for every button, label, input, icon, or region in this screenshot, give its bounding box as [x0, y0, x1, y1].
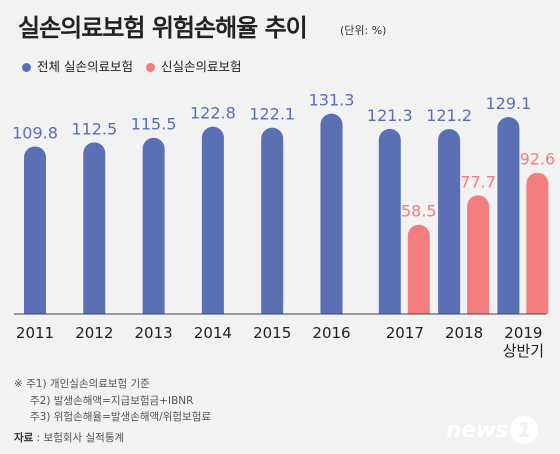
legend-dot-new	[146, 63, 155, 72]
news1-logo: news 1	[446, 416, 538, 444]
x-tick-label-7: 2018	[445, 324, 483, 342]
source-note: 자료 : 보험회사 실적통계	[14, 430, 124, 445]
data-label-new-6: 58.5	[401, 202, 437, 221]
bar-total-1	[83, 142, 106, 314]
bar-chart: 109.8 2011 112.5 2012 115.5 2013 122.8 2014 122.…	[12, 91, 556, 360]
bar-new-7	[467, 195, 490, 314]
legend-label-total: 전체 실손의료보험	[37, 59, 133, 74]
data-label-total-6: 121.3	[367, 106, 413, 125]
bar-total-5	[320, 113, 343, 314]
bar-new-8	[526, 172, 549, 314]
data-label-total-4: 122.1	[249, 105, 295, 124]
x-tick-label-8: 2019	[504, 324, 542, 342]
bar-total-0	[24, 146, 46, 314]
data-label-total-5: 131.3	[309, 91, 355, 110]
data-label-total-1: 112.5	[71, 119, 117, 138]
unit-label: (단위: %)	[340, 24, 387, 37]
x-tick-label-8-sub: 상반기	[503, 342, 544, 360]
bar-total-7	[438, 129, 461, 314]
bar-total-8	[497, 116, 520, 314]
data-label-total-3: 122.8	[190, 104, 236, 123]
note-3: 주3) 위험손해율=발생손해액/위험보험료	[30, 411, 212, 423]
legend-item-new: 신실손의료보험	[146, 56, 242, 75]
source-label: 자료	[14, 432, 34, 444]
logo-text: news	[445, 418, 509, 443]
bar-total-3	[201, 126, 224, 314]
data-label-total-0: 109.8	[12, 123, 58, 142]
x-tick-label-6: 2017	[386, 324, 424, 342]
legend-dot-total	[22, 63, 31, 72]
bar-new-6	[407, 224, 430, 314]
legend-label-new: 신실손의료보험	[161, 59, 242, 74]
bar-total-6	[378, 128, 401, 314]
x-tick-label-5: 2016	[312, 324, 350, 342]
x-tick-label-3: 2014	[194, 324, 232, 342]
data-label-total-8: 129.1	[485, 94, 531, 113]
data-label-total-2: 115.5	[131, 115, 177, 134]
data-label-new-8: 92.6	[520, 150, 556, 169]
chart-title: 실손의료보험 위험손해율 추이	[18, 14, 308, 42]
legend-item-total: 전체 실손의료보험	[22, 56, 133, 75]
source-text: : 보험회사 실적통계	[33, 432, 125, 444]
note-1: ※ 주1) 개인실손의료보험 기준	[14, 378, 150, 390]
x-tick-label-0: 2011	[16, 324, 54, 342]
bar-total-4	[261, 127, 284, 314]
data-label-new-7: 77.7	[460, 172, 496, 191]
x-tick-label-4: 2015	[253, 324, 291, 342]
data-label-total-7: 121.2	[426, 106, 472, 125]
bar-total-2	[142, 137, 165, 314]
note-2: 주2) 발생손해액=지급보험금+IBNR	[30, 395, 194, 407]
x-tick-label-2: 2013	[135, 324, 173, 342]
x-tick-label-1: 2012	[75, 324, 113, 342]
logo-number: 1	[510, 416, 538, 444]
